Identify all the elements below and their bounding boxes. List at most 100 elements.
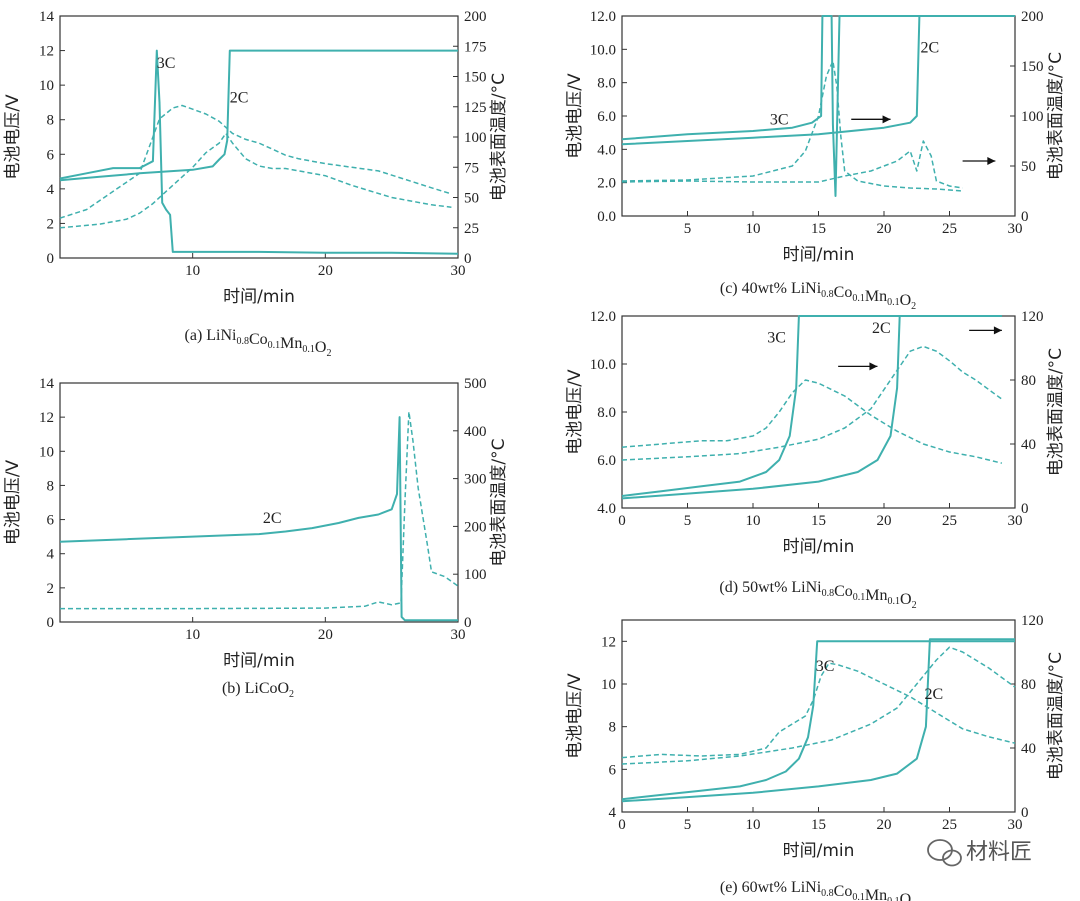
y2-tick-label: 50 (1021, 159, 1036, 175)
temperature-series-line (59, 104, 452, 219)
watermark: 材料匠 (927, 839, 1032, 867)
panel-caption: (a) LiNi0.8Co0.1Mn0.1O2 (185, 327, 332, 359)
voltage-series-line (621, 638, 1015, 803)
rate-annotation: 3C (770, 111, 789, 128)
temperature-series-line (621, 345, 1003, 461)
x-axis-label: 时间/min (783, 245, 855, 265)
temperature-series-line (60, 410, 459, 610)
x-tick-label: 5 (684, 513, 692, 529)
x-tick-label: 25 (942, 817, 957, 833)
voltage-series-line (621, 315, 1002, 497)
y-tick-label: 6.0 (597, 109, 616, 125)
x-tick-label: 10 (185, 263, 200, 279)
temperature-series-line (621, 60, 963, 192)
voltage-series-line (621, 15, 1015, 197)
y-tick-label: 2.0 (597, 176, 616, 192)
y-tick-label: 10.0 (590, 42, 616, 58)
x-tick-label: 0 (618, 817, 626, 833)
y2-tick-label: 150 (464, 70, 487, 86)
x-tick-label: 30 (451, 627, 466, 643)
y-tick-label: 6 (47, 147, 55, 163)
x-tick-label: 0 (618, 513, 626, 529)
rate-annotation: 2C (924, 686, 943, 703)
temperature-series-line (59, 132, 452, 229)
voltage-series-line (59, 416, 458, 622)
x-tick-label: 20 (318, 263, 333, 279)
y-tick-label: 10 (39, 78, 54, 94)
rate-annotation: 3C (767, 329, 786, 346)
y-tick-label: 4.0 (597, 142, 616, 158)
arrow-head (869, 362, 878, 371)
y-tick-label: 10 (39, 444, 54, 460)
panel-caption: (d) 50wt% LiNi0.8Co0.1Mn0.1O2 (719, 579, 916, 611)
y2-axis-label: 电池表面温度/°C (1046, 52, 1066, 180)
x-tick-label: 15 (811, 221, 826, 237)
x-axis-label: 时间/min (783, 841, 855, 861)
rate-annotation: 2C (230, 89, 249, 106)
x-tick-label: 20 (877, 221, 892, 237)
voltage-series-line (59, 49, 459, 255)
temperature-series-line (621, 379, 1003, 464)
rate-annotation: 2C (872, 320, 891, 337)
x-tick-label: 20 (318, 627, 333, 643)
y2-tick-label: 80 (1021, 373, 1036, 389)
rate-annotation: 3C (157, 55, 176, 72)
y-tick-label: 8 (47, 113, 55, 129)
voltage-series-line (59, 49, 458, 182)
arrow-head (993, 326, 1002, 335)
y2-tick-label: 0 (464, 615, 472, 631)
temperature-series-line (621, 662, 1016, 759)
y-tick-label: 12 (39, 410, 54, 426)
y2-axis-label: 电池表面温度/°C (489, 438, 509, 566)
x-axis-label: 时间/min (223, 287, 295, 307)
y2-tick-label: 100 (464, 567, 487, 583)
x-tick-label: 30 (1008, 221, 1023, 237)
x-tick-label: 10 (746, 817, 761, 833)
x-tick-label: 25 (942, 221, 957, 237)
y-tick-label: 4 (47, 547, 55, 563)
plot-frame (59, 15, 459, 259)
x-axis-label: 时间/min (783, 537, 855, 557)
y2-axis-label: 电池表面温度/°C (489, 73, 509, 201)
x-tick-label: 15 (811, 817, 826, 833)
y-axis-label: 电池电压/V (565, 73, 585, 159)
wechat-icon (927, 839, 962, 867)
y-tick-label: 8 (609, 720, 617, 736)
y-tick-label: 6 (47, 513, 55, 529)
y2-tick-label: 200 (464, 9, 487, 25)
temperature-series-line (621, 140, 963, 189)
y-tick-label: 12 (39, 44, 54, 60)
x-tick-label: 30 (1008, 513, 1023, 529)
plot-frame (59, 382, 459, 623)
arrow-head (987, 157, 996, 165)
y2-tick-label: 0 (1021, 209, 1029, 225)
panel-caption: (c) 40wt% LiNi0.8Co0.1Mn0.1O2 (720, 280, 916, 312)
y2-axis-label: 电池表面温度/°C (1046, 652, 1066, 780)
y-tick-label: 12.0 (590, 9, 616, 25)
rate-annotation: 2C (263, 510, 282, 527)
y-axis-label: 电池电压/V (3, 94, 23, 180)
y-tick-label: 0 (47, 251, 55, 267)
y-tick-label: 12 (601, 634, 616, 650)
y-tick-label: 4.0 (597, 501, 616, 517)
panel-c: 5 10 15 20 25 30 0.0 2.0 4.0 6.0 8.0 10.0 12.0 0 50 100… (565, 9, 1066, 312)
y2-tick-label: 40 (1021, 437, 1036, 453)
y-tick-label: 2 (47, 581, 55, 597)
y-tick-label: 6.0 (597, 453, 616, 469)
x-tick-label: 5 (684, 221, 692, 237)
x-tick-label: 10 (746, 513, 761, 529)
y-tick-label: 8.0 (597, 405, 616, 421)
x-tick-label: 30 (451, 263, 466, 279)
y-tick-label: 8.0 (597, 76, 616, 92)
x-tick-label: 20 (877, 513, 892, 529)
voltage-series-line (621, 640, 1015, 801)
y-axis-label: 电池电压/V (565, 673, 585, 759)
arrow-head (882, 115, 891, 124)
y-tick-label: 10 (601, 677, 616, 693)
y2-tick-label: 0 (464, 251, 472, 267)
panel-b: 10 20 30024681012140100200300400500时间/min电… (3, 376, 509, 700)
y-tick-label: 8 (47, 478, 55, 494)
y2-tick-label: 200 (464, 519, 487, 535)
panel-caption: (e) 60wt% LiNi0.8Co0.1Mn0.1O2 (720, 879, 916, 901)
